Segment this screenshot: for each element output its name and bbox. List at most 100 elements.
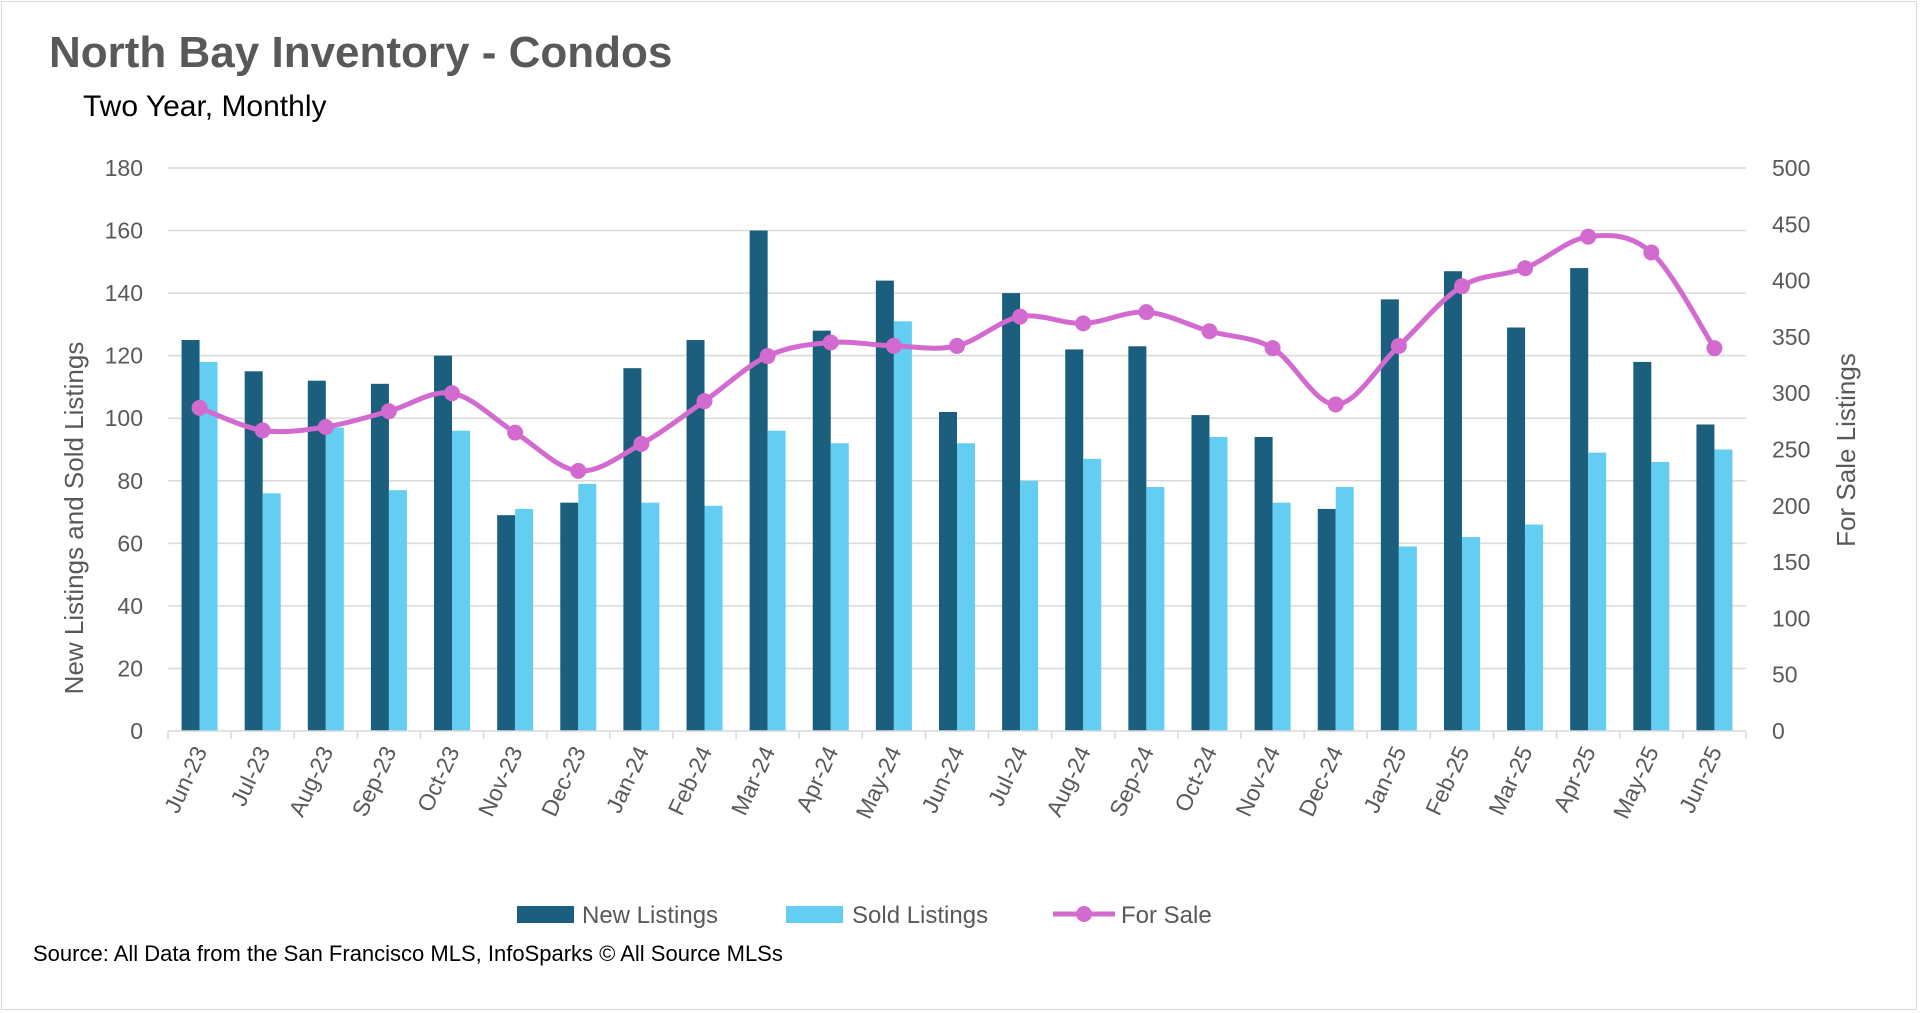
bar-new-listings — [370, 383, 389, 731]
bar-sold-listings — [262, 493, 281, 731]
bar-new-listings — [434, 355, 453, 731]
right-axis-title: For Sale Listings — [1831, 353, 1861, 547]
bar-new-listings — [749, 230, 768, 732]
point-for-sale — [1075, 315, 1092, 332]
x-tick-label: Dec-24 — [1293, 742, 1348, 820]
bar-new-listings — [1380, 299, 1399, 731]
bar-sold-listings — [1335, 487, 1354, 731]
x-tick-label: Mar-25 — [1483, 742, 1537, 819]
left-axis-ticks: 0 20 40 60 80 100 120 140 160 180 — [105, 155, 143, 744]
point-for-sale — [885, 337, 902, 354]
bar-sold-listings — [641, 502, 660, 731]
bar-sold-listings — [1083, 458, 1102, 731]
bar-sold-listings — [1398, 546, 1417, 731]
bar-new-listings — [1317, 508, 1336, 731]
chart-title: North Bay Inventory - Condos — [49, 28, 673, 77]
point-for-sale — [1390, 337, 1407, 354]
x-tick-label: Sep-23 — [347, 742, 402, 820]
right-tick-label: 100 — [1772, 605, 1810, 631]
bar-sold-listings — [830, 443, 849, 731]
x-tick-label: Oct-24 — [1169, 742, 1222, 816]
point-for-sale — [1201, 323, 1218, 340]
bar-new-listings — [1254, 436, 1273, 731]
bar-sold-listings — [1651, 462, 1670, 731]
x-tick-label: Feb-25 — [1420, 742, 1474, 819]
bar-new-listings — [1191, 415, 1210, 731]
bar-sold-listings — [1461, 537, 1480, 731]
x-tick-label: Jun-23 — [159, 742, 212, 817]
bar-sold-listings — [325, 427, 344, 731]
left-tick-label: 20 — [117, 655, 143, 681]
point-for-sale — [1517, 260, 1534, 277]
point-for-sale — [254, 422, 271, 439]
x-tick-label: Aug-24 — [1041, 742, 1096, 820]
point-for-sale — [822, 334, 839, 351]
bar-sold-listings — [893, 321, 912, 731]
bar-new-listings — [1570, 268, 1589, 731]
x-tick-label: Sep-24 — [1104, 742, 1159, 820]
legend-swatch-sold-listings — [786, 906, 843, 923]
point-for-sale — [949, 337, 965, 354]
x-tick-label: Aug-23 — [283, 742, 338, 820]
bar-sold-listings — [1588, 452, 1607, 731]
left-tick-label: 60 — [117, 530, 143, 556]
bar-sold-listings — [199, 361, 218, 731]
point-for-sale — [507, 424, 524, 441]
right-tick-label: 300 — [1772, 380, 1810, 406]
x-tick-label: Jul-23 — [225, 742, 275, 810]
left-tick-label: 80 — [117, 468, 143, 494]
bar-sold-listings — [1146, 487, 1165, 731]
bar-sold-listings — [1525, 524, 1544, 731]
point-for-sale — [380, 403, 397, 420]
bar-new-listings — [244, 371, 263, 731]
right-tick-label: 350 — [1772, 324, 1810, 350]
point-for-sale — [1012, 308, 1029, 325]
point-for-sale — [1643, 244, 1660, 261]
left-tick-label: 40 — [117, 593, 143, 619]
x-tick-label: Dec-23 — [536, 742, 591, 820]
bar-new-listings — [181, 340, 200, 731]
point-for-sale — [1706, 340, 1723, 357]
bar-new-listings — [812, 330, 831, 731]
left-tick-label: 120 — [105, 343, 143, 369]
bar-new-listings — [1696, 424, 1715, 731]
x-tick-label: Apr-25 — [1548, 742, 1601, 816]
right-tick-label: 0 — [1772, 718, 1785, 744]
x-tick-label: Feb-24 — [663, 742, 717, 819]
bar-sold-listings — [1209, 436, 1228, 731]
bar-new-listings — [1443, 271, 1462, 731]
x-tick-label: Jul-24 — [983, 742, 1033, 810]
bar-sold-listings — [1020, 480, 1039, 731]
bar-new-listings — [1507, 327, 1526, 731]
chart-subtitle: Two Year, Monthly — [83, 90, 327, 123]
point-for-sale — [759, 348, 776, 365]
point-for-sale — [317, 418, 334, 435]
sold-listings-bars — [199, 321, 1733, 731]
bar-new-listings — [1002, 293, 1021, 731]
bar-new-listings — [875, 280, 894, 731]
legend-swatch-for-sale-point — [1076, 906, 1092, 922]
bar-new-listings — [497, 515, 516, 731]
left-tick-label: 100 — [105, 405, 143, 431]
legend: New Listings Sold Listings For Sale — [517, 902, 1212, 929]
point-for-sale — [1453, 278, 1470, 295]
right-tick-label: 250 — [1772, 437, 1810, 463]
x-tick-label: Apr-24 — [791, 742, 844, 816]
bar-sold-listings — [1272, 502, 1291, 731]
x-tick-label: May-25 — [1608, 742, 1664, 823]
bar-sold-listings — [388, 490, 407, 731]
bar-sold-listings — [515, 508, 534, 731]
x-tick-label: May-24 — [850, 742, 906, 823]
x-tick-label: Jun-24 — [916, 742, 969, 817]
right-tick-label: 450 — [1772, 211, 1810, 237]
x-tick-label: Jan-25 — [1358, 742, 1411, 817]
bar-new-listings — [686, 340, 705, 731]
source-note: Source: All Data from the San Francisco … — [33, 941, 783, 966]
right-tick-label: 150 — [1772, 549, 1810, 575]
x-tick-label: Nov-24 — [1230, 742, 1285, 820]
bar-new-listings — [1128, 346, 1147, 731]
right-tick-label: 400 — [1772, 268, 1810, 294]
x-tick-label: Nov-23 — [473, 742, 528, 820]
bar-sold-listings — [1714, 449, 1733, 731]
